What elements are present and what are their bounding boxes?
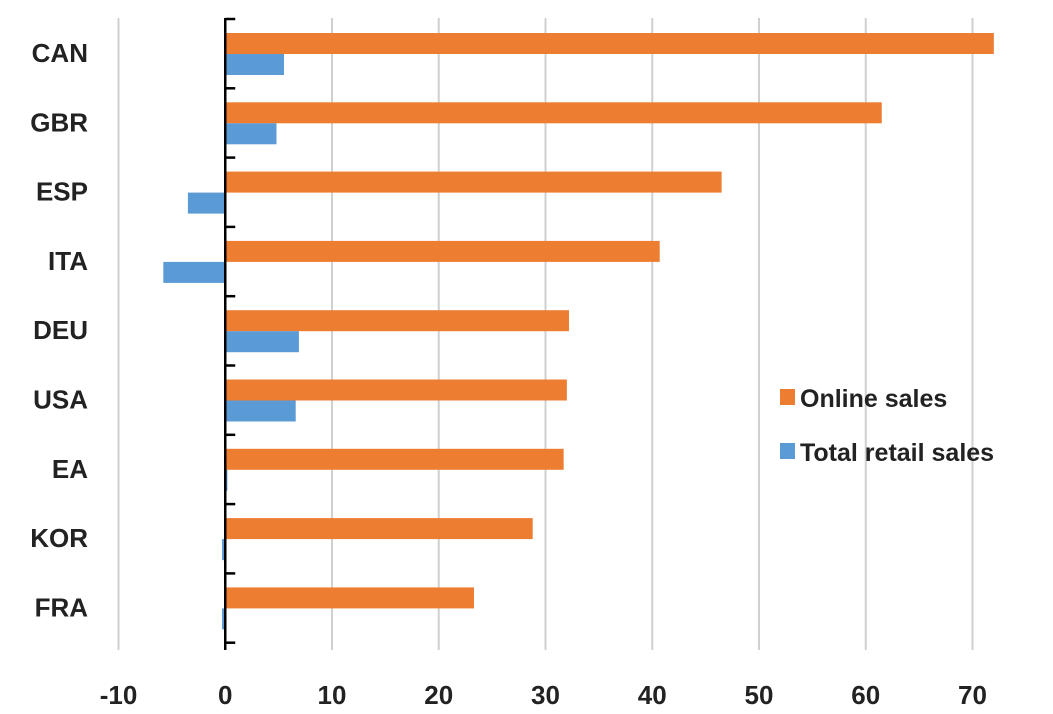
bar-online-sales-esp bbox=[225, 171, 722, 193]
bar-total-retail-sales-usa bbox=[225, 400, 296, 422]
x-tick-label: 40 bbox=[638, 680, 667, 710]
category-label-fra: FRA bbox=[35, 592, 89, 622]
category-label-usa: USA bbox=[33, 385, 88, 415]
x-tick-label: 30 bbox=[531, 680, 560, 710]
bar-online-sales-deu bbox=[225, 310, 569, 332]
category-label-esp: ESP bbox=[36, 177, 88, 207]
legend-swatch-total-retail-sales bbox=[780, 443, 795, 459]
bar-total-retail-sales-ita bbox=[163, 261, 226, 283]
legend: Online sales Total retail sales bbox=[780, 385, 994, 467]
category-label-gbr: GBR bbox=[30, 107, 88, 137]
x-tick-label: 10 bbox=[318, 680, 347, 710]
legend-label-total-retail-sales: Total retail sales bbox=[800, 439, 994, 467]
bar-online-sales-fra bbox=[225, 587, 474, 609]
bar-online-sales-ita bbox=[225, 240, 660, 262]
legend-swatch-online-sales bbox=[780, 389, 795, 405]
bar-total-retail-sales-gbr bbox=[225, 123, 277, 145]
bars bbox=[163, 33, 994, 630]
bar-total-retail-sales-can bbox=[225, 54, 284, 75]
gridlines bbox=[117, 18, 974, 650]
bar-online-sales-kor bbox=[225, 518, 533, 540]
x-tick-label: -10 bbox=[100, 680, 138, 710]
x-tick-label: 60 bbox=[851, 680, 880, 710]
category-label-deu: DEU bbox=[33, 315, 88, 345]
category-label-kor: KOR bbox=[30, 523, 88, 553]
x-tick-labels: -10 0 10 20 30 40 50 60 70 bbox=[100, 680, 987, 710]
category-label-ita: ITA bbox=[48, 246, 88, 276]
bar-online-sales-ea bbox=[225, 448, 564, 470]
x-tick-label: 0 bbox=[218, 680, 232, 710]
bar-total-retail-sales-esp bbox=[187, 192, 226, 214]
bar-online-sales-usa bbox=[225, 379, 567, 401]
bar-total-retail-sales-fra bbox=[222, 608, 226, 630]
bar-total-retail-sales-deu bbox=[225, 331, 299, 353]
legend-label-online-sales: Online sales bbox=[800, 385, 947, 413]
bar-online-sales-can bbox=[225, 33, 994, 54]
bar-online-sales-gbr bbox=[225, 102, 882, 124]
x-tick-label: 20 bbox=[424, 680, 453, 710]
x-tick-label: 70 bbox=[958, 680, 987, 710]
category-label-can: CAN bbox=[32, 38, 88, 68]
y-axis bbox=[224, 17, 236, 650]
category-labels: CAN GBR ESP ITA DEU USA EA KOR FRA bbox=[30, 38, 88, 622]
x-tick-label: 50 bbox=[745, 680, 774, 710]
bar-total-retail-sales-kor bbox=[222, 539, 226, 561]
category-label-ea: EA bbox=[52, 454, 88, 484]
